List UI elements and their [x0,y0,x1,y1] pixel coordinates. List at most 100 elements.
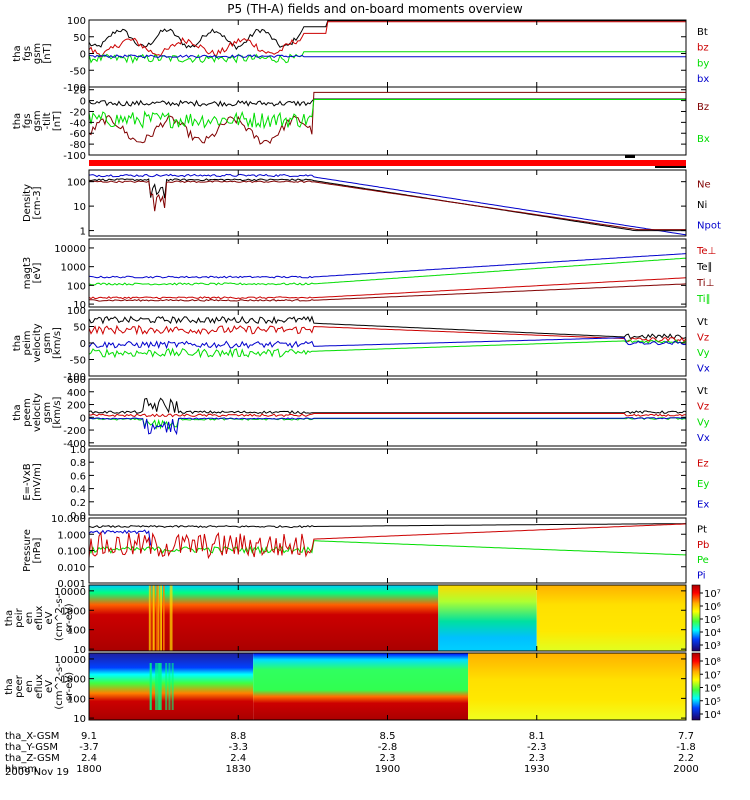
ephemeris-value: 1830 [226,764,251,775]
y-axis-label-line: eflux [34,674,45,699]
y-axis-label-line: [nT] [42,43,53,63]
y-tick-label: 10 [73,645,86,656]
legend-te⊥: Te⊥ [696,246,716,257]
y-axis-label-line: gsm [42,332,53,353]
panel-fgs: 100 50 0 -50 -100 tha fgs gsm [nT] Bt bz by bx [12,16,709,94]
colorbar-tick-label: 10⁷ [704,589,721,600]
y-tick-label: 1000 [61,606,86,617]
y-tick-label: 200 [67,401,86,412]
colorbar-tick-label: 10⁴ [704,628,721,639]
y-tick-label: 100 [67,16,86,27]
series-pi [88,529,152,546]
legend-by: by [697,58,709,69]
colorbar-tick-label: 10⁶ [704,684,721,695]
y-axis-label-line: fgs [22,46,33,61]
y-tick-label: 1.000 [57,530,86,541]
heatmap-streak [148,585,151,651]
y-axis-label-line: [eV] [32,263,43,284]
series-vx [88,417,687,436]
y-tick-label: -40 [70,118,86,129]
heatmap-region-3 [536,585,686,651]
y-axis-label: tha peim velocity gsm [km/s] [12,323,63,362]
series-vz [88,413,687,418]
y-tick-label: 0 [80,339,86,350]
heatmap-streak [171,585,173,651]
y-axis-label-line: peir [14,607,25,627]
ephemeris-value: 2.2 [678,753,694,764]
ephemeris-label: tha_X-GSM [5,731,59,742]
heatmap-streak [156,585,158,651]
y-axis-label-line: magt3 [22,257,33,290]
legend-ne: Ne [697,179,711,190]
legend-vz: Vz [697,332,709,343]
heatmap-streak [159,663,162,710]
heatmap-streak [155,663,158,710]
series-bx [88,54,686,59]
mode-bar [89,160,686,166]
series-e-bt [88,98,686,108]
y-axis-label-line: peem [22,398,33,426]
y-tick-label: 10000 [54,587,86,598]
y-axis-label-line: eV [44,680,55,693]
legend-ex: Ex [697,500,709,511]
y-tick-label: -60 [70,129,86,140]
legend-ti⊥: Ti⊥ [696,278,714,289]
y-axis-label-line: [km/s] [52,396,63,428]
y-tick-label: 0.6 [70,471,86,482]
series-vy [88,339,687,359]
series-te-perp [88,253,687,279]
colorbar [691,584,701,652]
ephemeris-value: -3.7 [79,742,99,753]
panel-peer: 10⁸ 10⁷ 10⁶ 10⁵ 10⁴ 10000 1000 100 10 tha peer en ef… [4,652,721,725]
y-tick-label: -50 [70,356,86,367]
heatmap-streak [153,585,156,651]
ephemeris-value: 1900 [375,764,400,775]
y-tick-label: 100 [67,694,86,705]
panel-frame [88,86,687,156]
legend-bz: bz [697,43,709,54]
y-axis-label: tha peer en eflux eV (cm^2-s-sr-eV) [4,663,75,710]
heatmap-streak [165,663,168,710]
y-tick-label: 0.2 [70,498,86,509]
heatmap-streak [156,663,159,710]
panel-efield: 1.0 0.8 0.6 0.4 0.2 0.0 E=-VxB [mV/m] Ez Ey Ex [22,445,709,522]
y-axis-label-line: peer [14,674,25,698]
heatmap-region-3 [468,653,686,720]
y-axis-label: tha peem velocity gsm [km/s] [12,393,63,432]
series-e-bx [88,99,686,130]
y-axis-label-line: en [24,680,35,693]
legend-vx: Vx [697,363,710,374]
y-tick-label: 0.8 [70,458,86,469]
heatmap-region-1 [89,585,439,651]
y-tick-label: -20 [70,107,86,118]
series-vt [88,397,687,415]
heatmap-streak [158,663,161,710]
panel-frame [88,19,687,88]
ephemeris-value: -3.3 [228,742,248,753]
colorbar-tick-label: 10⁴ [704,710,721,721]
heatmap-streak [171,663,174,710]
y-axis-label: tha fgs gsm -tilt [nT] [12,110,63,131]
y-tick-label: 100 [67,281,86,292]
y-tick-label: -400 [63,439,86,450]
y-tick-label: -100 [63,151,86,162]
series-vz [88,324,687,344]
chart-title: P5 (TH-A) fields and on-board moments ov… [227,2,523,16]
series-vt [88,315,687,340]
colorbar [691,652,701,721]
y-axis-label: magt3 [eV] [22,257,43,290]
legend-bx: Bx [697,134,710,145]
heatmap-streak [149,585,152,651]
legend-ey: Ey [697,479,709,490]
panel-temp: 10000 1000 100 10 magt3 [eV] Te⊥ Te∥ Ti⊥ Ti∥ [22,238,716,311]
y-tick-label: 1000 [61,263,86,274]
heatmap-streak [157,585,159,651]
heatmap-region-1 [89,653,254,720]
y-axis-label-line: [nT] [52,111,63,131]
series-ti-perp [88,283,687,302]
legend-vx: Vx [697,433,710,444]
ephemeris-footer: tha_X-GSM 9.1 8.8 8.5 8.1 7.7 tha_Y-GSM -3.7 -3.… [5,731,699,775]
legend-vz: Vz [697,402,709,413]
y-tick-label: -200 [63,426,86,437]
legend-ez: Ez [697,458,709,469]
